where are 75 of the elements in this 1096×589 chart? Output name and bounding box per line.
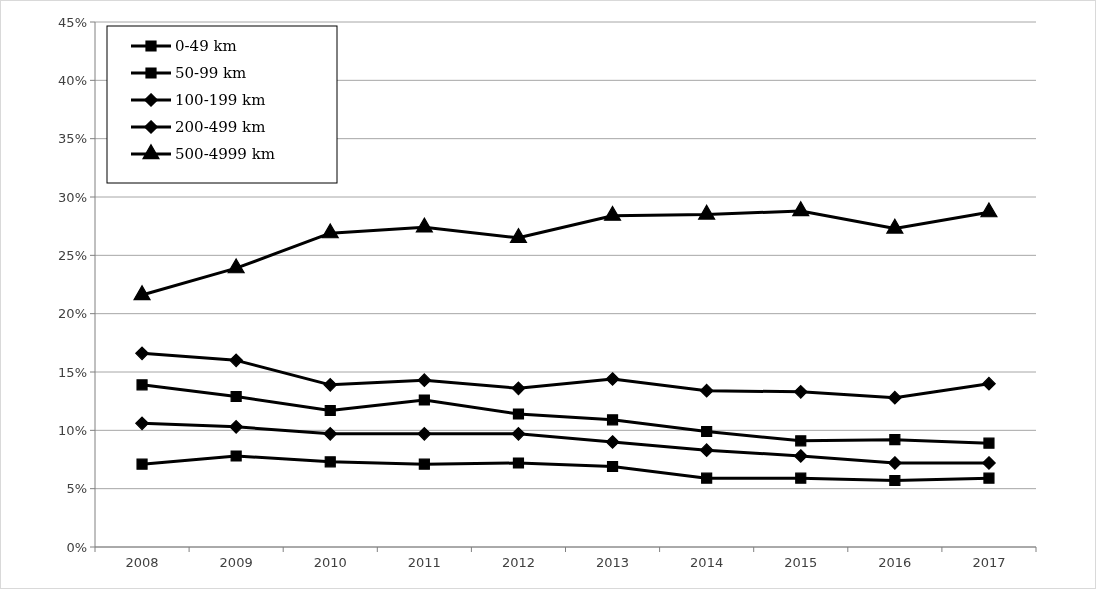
point xyxy=(417,373,432,388)
point xyxy=(230,390,242,403)
point xyxy=(980,202,998,218)
point xyxy=(606,414,619,426)
point xyxy=(417,426,432,441)
point xyxy=(323,377,338,392)
point xyxy=(227,258,245,274)
y-tick-label: 40% xyxy=(58,72,87,88)
point xyxy=(699,443,714,458)
point xyxy=(605,372,620,386)
x-tick-label: 2016 xyxy=(878,555,912,570)
x-tick-label: 2013 xyxy=(596,555,630,570)
point xyxy=(135,416,149,431)
point xyxy=(982,376,996,391)
point xyxy=(887,390,902,405)
point xyxy=(136,458,148,470)
x-tick-label: 2017 xyxy=(972,555,1006,570)
point xyxy=(795,472,807,484)
point xyxy=(983,472,995,484)
point xyxy=(230,450,242,462)
y-tick-label: 10% xyxy=(58,422,87,438)
point xyxy=(982,456,996,470)
point xyxy=(418,394,430,406)
y-tick-label: 30% xyxy=(58,189,87,205)
point xyxy=(793,384,808,399)
point xyxy=(889,434,901,446)
point xyxy=(512,408,525,420)
point xyxy=(418,458,430,470)
x-tick-label: 2008 xyxy=(125,555,159,570)
x-tick-label: 2012 xyxy=(501,555,535,570)
point xyxy=(415,217,433,233)
x-tick-label: 2010 xyxy=(313,555,347,570)
point xyxy=(889,474,901,487)
point xyxy=(701,472,713,484)
point xyxy=(886,218,904,234)
x-tick-label: 2014 xyxy=(690,555,724,570)
y-tick-label: 20% xyxy=(58,306,87,322)
point xyxy=(698,204,716,220)
point xyxy=(512,457,525,469)
point xyxy=(887,456,902,470)
point xyxy=(605,435,620,449)
y-tick-label: 45% xyxy=(58,14,87,30)
point xyxy=(136,379,148,391)
point xyxy=(229,419,244,434)
legend-label: 100-199 km xyxy=(175,91,266,110)
point xyxy=(699,383,714,398)
point xyxy=(603,205,622,221)
point xyxy=(509,228,528,244)
x-tick-label: 2011 xyxy=(407,555,441,570)
x-tick-label: 2009 xyxy=(219,555,253,570)
y-tick-label: 35% xyxy=(58,131,87,147)
point xyxy=(324,404,336,417)
point xyxy=(133,285,151,301)
point xyxy=(792,201,810,217)
point xyxy=(606,460,619,473)
point xyxy=(324,456,336,468)
y-tick-label: 15% xyxy=(58,364,87,380)
legend-label: 0-49 km xyxy=(175,37,237,56)
point xyxy=(983,437,995,449)
point xyxy=(511,426,526,441)
legend-label: 50-99 km xyxy=(175,64,247,83)
point xyxy=(229,353,244,368)
legend-label: 500-4999 km xyxy=(175,145,275,164)
y-tick-label: 25% xyxy=(58,247,87,263)
point xyxy=(701,425,713,438)
legend-label: 200-499 km xyxy=(175,118,266,137)
point xyxy=(135,346,149,361)
y-tick-label: 5% xyxy=(66,481,87,497)
point xyxy=(795,435,807,447)
point xyxy=(511,381,526,396)
y-tick-label: 0% xyxy=(66,539,87,555)
x-tick-label: 2015 xyxy=(784,555,818,570)
point xyxy=(321,223,339,239)
point xyxy=(793,449,808,463)
point xyxy=(323,426,338,441)
